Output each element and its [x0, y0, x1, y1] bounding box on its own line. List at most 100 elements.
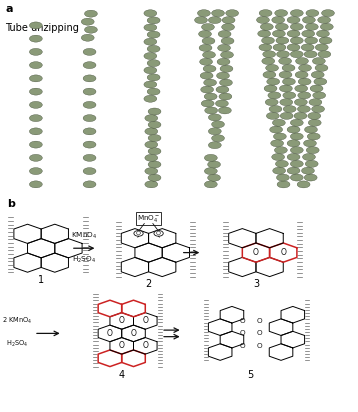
Circle shape — [307, 133, 320, 140]
Polygon shape — [270, 243, 297, 262]
Circle shape — [301, 44, 314, 51]
Circle shape — [145, 128, 158, 135]
Circle shape — [290, 133, 303, 140]
Circle shape — [301, 167, 314, 174]
Text: 5: 5 — [247, 370, 254, 380]
Circle shape — [315, 44, 328, 51]
Circle shape — [295, 71, 308, 78]
Circle shape — [282, 64, 295, 71]
Circle shape — [201, 86, 214, 93]
Circle shape — [29, 22, 42, 29]
Circle shape — [314, 78, 327, 85]
Circle shape — [203, 65, 216, 72]
Polygon shape — [98, 325, 122, 342]
Polygon shape — [98, 300, 122, 317]
Circle shape — [311, 105, 324, 112]
Circle shape — [221, 52, 233, 59]
Circle shape — [83, 101, 96, 108]
Circle shape — [199, 30, 212, 37]
Circle shape — [134, 231, 143, 236]
Circle shape — [315, 64, 328, 71]
Polygon shape — [110, 337, 134, 354]
Polygon shape — [229, 229, 256, 248]
Circle shape — [294, 112, 307, 119]
Polygon shape — [208, 319, 232, 335]
Circle shape — [145, 154, 158, 162]
Polygon shape — [269, 319, 293, 335]
Text: O: O — [142, 341, 148, 350]
Circle shape — [208, 128, 221, 135]
Circle shape — [275, 9, 287, 16]
Polygon shape — [28, 239, 55, 258]
Circle shape — [318, 16, 330, 23]
Circle shape — [203, 52, 216, 59]
Circle shape — [147, 88, 160, 95]
Text: 2 KMnO$_4$: 2 KMnO$_4$ — [2, 316, 33, 326]
Circle shape — [144, 10, 157, 17]
Text: O: O — [142, 316, 148, 325]
Circle shape — [148, 174, 161, 181]
Circle shape — [272, 30, 285, 37]
Circle shape — [208, 16, 221, 23]
Text: O: O — [156, 231, 161, 236]
Circle shape — [29, 141, 42, 148]
Circle shape — [84, 10, 97, 17]
Text: a: a — [5, 4, 13, 14]
Polygon shape — [256, 258, 283, 276]
Circle shape — [204, 79, 217, 86]
Circle shape — [29, 49, 42, 55]
Circle shape — [258, 30, 271, 37]
Circle shape — [220, 65, 233, 72]
Polygon shape — [55, 239, 82, 258]
Polygon shape — [229, 258, 256, 276]
Circle shape — [294, 99, 307, 105]
Circle shape — [290, 37, 303, 44]
Polygon shape — [14, 253, 41, 272]
Circle shape — [305, 126, 318, 133]
Circle shape — [290, 9, 303, 16]
Circle shape — [218, 44, 231, 52]
Circle shape — [309, 99, 322, 105]
Circle shape — [297, 181, 310, 188]
Circle shape — [304, 140, 316, 147]
Circle shape — [29, 115, 42, 122]
Circle shape — [311, 71, 324, 78]
Circle shape — [208, 174, 221, 181]
Text: O: O — [256, 318, 262, 324]
Circle shape — [198, 9, 211, 16]
Circle shape — [81, 18, 94, 25]
Circle shape — [275, 23, 288, 30]
Circle shape — [219, 79, 232, 86]
Circle shape — [270, 126, 282, 133]
Circle shape — [287, 154, 300, 161]
Polygon shape — [208, 344, 232, 360]
Circle shape — [290, 160, 303, 167]
Polygon shape — [281, 331, 305, 348]
Circle shape — [279, 71, 292, 78]
Circle shape — [280, 112, 293, 119]
Polygon shape — [110, 313, 134, 329]
Circle shape — [279, 58, 291, 65]
Circle shape — [147, 17, 160, 24]
Circle shape — [144, 24, 157, 31]
Circle shape — [83, 154, 96, 162]
Circle shape — [318, 51, 331, 58]
Circle shape — [297, 105, 310, 112]
Circle shape — [148, 108, 161, 115]
Circle shape — [296, 58, 309, 65]
Circle shape — [313, 92, 326, 99]
Circle shape — [283, 92, 296, 99]
Circle shape — [204, 154, 217, 162]
Circle shape — [308, 119, 321, 126]
Text: O: O — [253, 248, 259, 257]
Circle shape — [295, 85, 308, 92]
Polygon shape — [220, 331, 244, 348]
Circle shape — [287, 44, 300, 51]
Text: H$_2$SO$_4$: H$_2$SO$_4$ — [72, 254, 96, 265]
Polygon shape — [121, 258, 149, 276]
Circle shape — [304, 174, 317, 181]
Polygon shape — [242, 243, 270, 262]
Circle shape — [290, 174, 303, 181]
Circle shape — [217, 72, 229, 79]
Text: O: O — [256, 343, 262, 349]
